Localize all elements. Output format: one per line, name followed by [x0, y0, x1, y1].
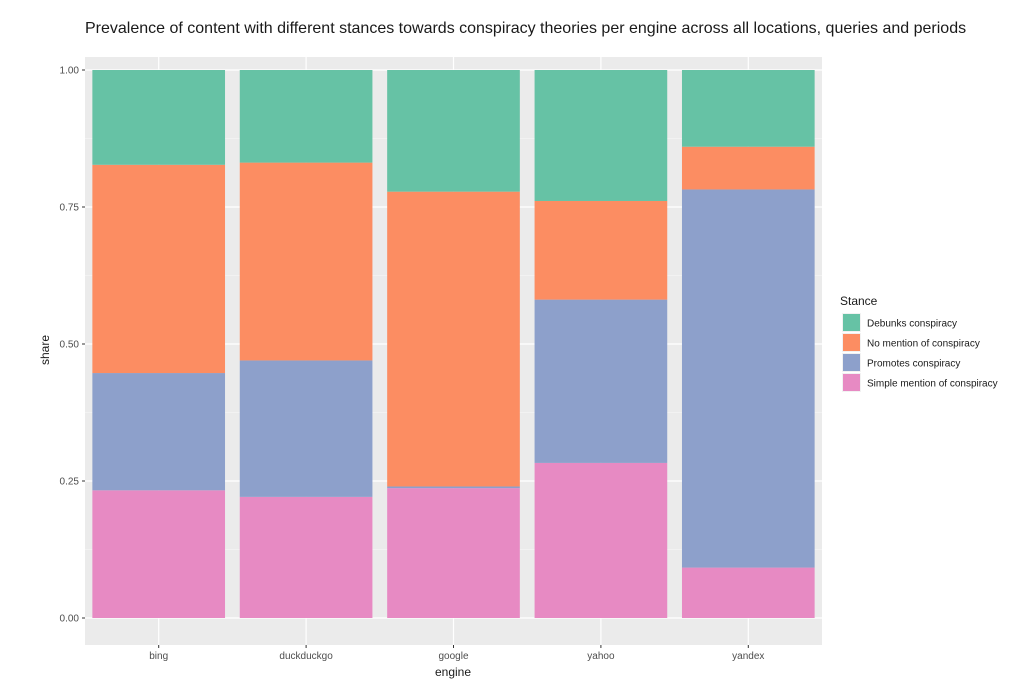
- bar-segment-google-debunks-conspiracy: [387, 70, 520, 192]
- y-tick-label: 0.00: [60, 614, 80, 625]
- bar-segment-bing-promotes-conspiracy: [92, 373, 226, 491]
- legend: Stance Debunks conspiracy No mention of c…: [840, 294, 998, 392]
- x-axis-title: engine: [435, 665, 471, 679]
- bar-segment-google-simple-mention-of-conspiracy: [387, 488, 520, 618]
- x-tick-label: duckduckgo: [279, 651, 333, 662]
- bar-segment-yahoo-simple-mention-of-conspiracy: [534, 462, 668, 618]
- chart-title: Prevalence of content with different sta…: [85, 20, 966, 37]
- legend-swatch: [843, 374, 860, 391]
- y-tick-label: 0.25: [60, 477, 80, 488]
- legend-label: Debunks conspiracy: [867, 319, 957, 330]
- x-tick-label: yandex: [732, 651, 764, 662]
- y-axis-title: share: [38, 335, 52, 365]
- legend-label: No mention of conspiracy: [867, 339, 980, 350]
- legend-label: Simple mention of conspiracy: [867, 379, 998, 390]
- bar-segment-google-promotes-conspiracy: [387, 486, 520, 489]
- bar-segment-bing-simple-mention-of-conspiracy: [92, 490, 226, 618]
- bar-segment-yahoo-promotes-conspiracy: [534, 299, 668, 463]
- bar-segment-yandex-no-mention-of-conspiracy: [681, 146, 815, 190]
- y-tick-label: 1.00: [60, 66, 80, 77]
- bar-segment-yahoo-debunks-conspiracy: [534, 70, 668, 201]
- bar-segment-bing-debunks-conspiracy: [92, 70, 226, 165]
- x-tick-label: yahoo: [587, 651, 615, 662]
- bar-segment-bing-no-mention-of-conspiracy: [92, 164, 226, 374]
- legend-swatch: [843, 314, 860, 331]
- bar-segment-duckduckgo-no-mention-of-conspiracy: [239, 162, 373, 361]
- x-axis: bing duckduckgo google yahoo yandex: [149, 645, 764, 662]
- x-tick-label: google: [438, 651, 468, 662]
- y-axis: 0.00 0.25 0.50 0.75 1.00: [60, 66, 85, 625]
- y-tick-label: 0.50: [60, 340, 80, 351]
- x-tick-label: bing: [149, 651, 168, 662]
- bars-group: [92, 70, 815, 618]
- bar-segment-yandex-simple-mention-of-conspiracy: [681, 567, 815, 618]
- bar-segment-yahoo-no-mention-of-conspiracy: [534, 200, 668, 300]
- bar-segment-duckduckgo-simple-mention-of-conspiracy: [239, 496, 373, 618]
- y-tick-label: 0.75: [60, 203, 80, 214]
- bar-segment-duckduckgo-promotes-conspiracy: [239, 360, 373, 497]
- bar-segment-google-no-mention-of-conspiracy: [387, 191, 520, 487]
- bar-segment-yandex-debunks-conspiracy: [681, 70, 815, 147]
- legend-title: Stance: [840, 294, 878, 308]
- bar-segment-yandex-promotes-conspiracy: [681, 189, 815, 568]
- legend-label: Promotes conspiracy: [867, 359, 960, 370]
- legend-swatch: [843, 354, 860, 371]
- bar-segment-duckduckgo-debunks-conspiracy: [239, 70, 373, 163]
- legend-swatch: [843, 334, 860, 351]
